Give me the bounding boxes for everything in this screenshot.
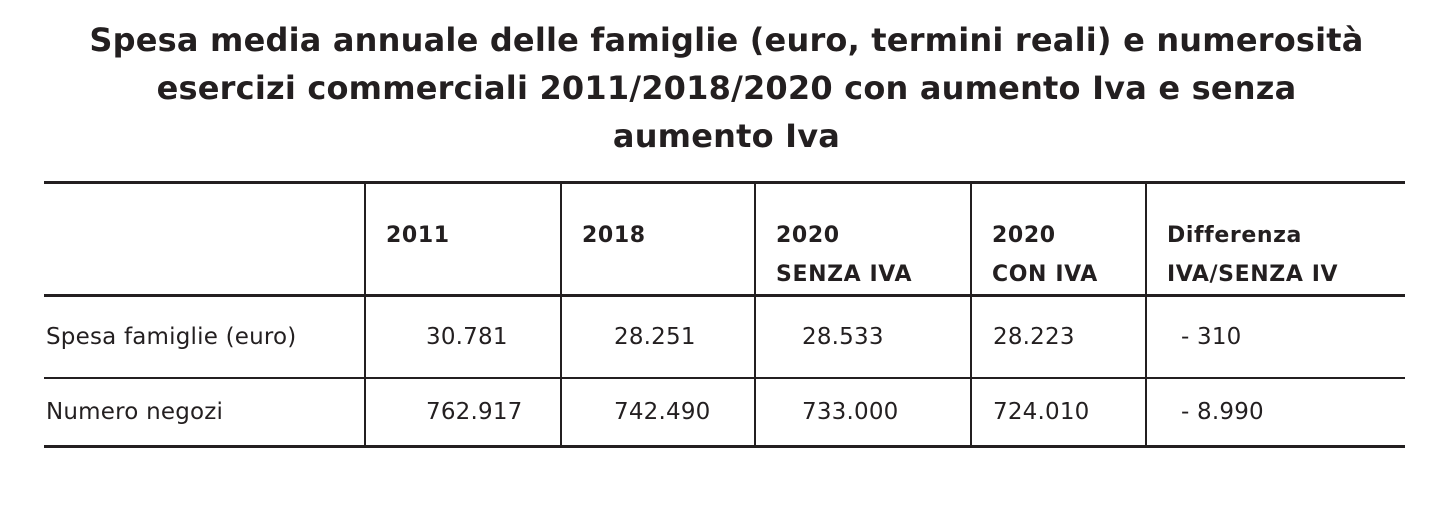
table-row: Spesa famiglie (euro) 30.781 28.251 28.5… <box>44 295 1405 378</box>
header-cell-2018: 2018 <box>560 182 755 296</box>
table-cell: - 8.990 <box>1145 377 1405 447</box>
table-cell: 28.533 <box>754 295 971 378</box>
header-label: 2020 <box>992 223 1056 248</box>
page-title: Spesa media annuale delle famiglie (euro… <box>40 16 1413 160</box>
header-sublabel: SENZA IVA <box>776 262 913 287</box>
table-cell: - 310 <box>1145 295 1405 378</box>
header-label: 2011 <box>386 223 450 248</box>
header-cell-2011: 2011 <box>364 182 561 296</box>
table-cell: 30.781 <box>364 295 561 378</box>
header-label: Differenza <box>1167 223 1302 248</box>
title-line-2: esercizi commerciali 2011/2018/2020 con … <box>156 69 1297 107</box>
header-label: 2018 <box>582 223 646 248</box>
table-header-row: 2011 2018 2020 SENZA IVA 2020 CON IVA Di… <box>44 182 1405 296</box>
data-table: 2011 2018 2020 SENZA IVA 2020 CON IVA Di… <box>44 181 1405 448</box>
header-label: 2020 <box>776 223 840 248</box>
table-cell: 733.000 <box>754 377 971 447</box>
header-cell-empty <box>44 183 365 296</box>
header-sublabel: IVA/SENZA IV <box>1167 262 1339 287</box>
row-label: Spesa famiglie (euro) <box>46 323 297 350</box>
table-cell: 742.490 <box>560 377 755 447</box>
table-cell: 28.223 <box>970 295 1146 378</box>
header-cell-differenza: Differenza IVA/SENZA IV <box>1145 182 1405 296</box>
title-line-3: aumento Iva <box>612 117 841 155</box>
table-cell: 28.251 <box>560 295 755 378</box>
table-cell: 724.010 <box>970 377 1146 447</box>
table-cell: 762.917 <box>364 377 561 447</box>
table-row: Numero negozi 762.917 742.490 733.000 72… <box>44 377 1405 447</box>
row-label: Numero negozi <box>46 398 224 425</box>
header-sublabel: CON IVA <box>992 262 1098 287</box>
header-cell-2020-senza-iva: 2020 SENZA IVA <box>754 182 971 296</box>
title-line-1: Spesa media annuale delle famiglie (euro… <box>89 21 1364 59</box>
header-cell-2020-con-iva: 2020 CON IVA <box>970 182 1146 296</box>
